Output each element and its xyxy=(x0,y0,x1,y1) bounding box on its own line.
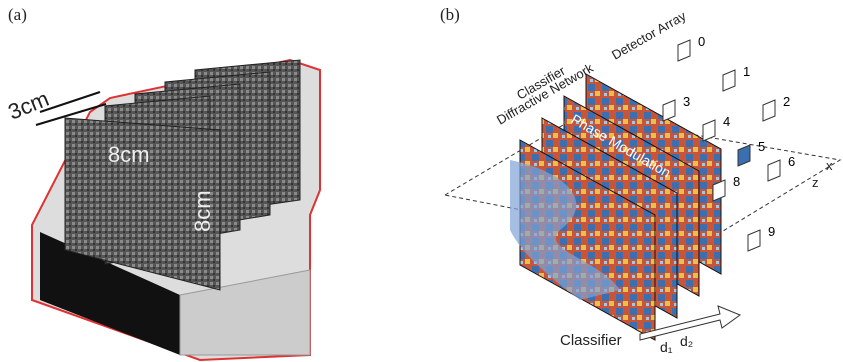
detector-label: 3 xyxy=(683,94,690,109)
detector-label: 1 xyxy=(743,64,750,79)
panel-label: (a) xyxy=(8,5,27,24)
detector xyxy=(738,145,750,166)
detector xyxy=(703,120,715,141)
panel-a: (a) 3cm 8cm 8cm xyxy=(5,5,320,360)
detector xyxy=(678,40,690,61)
detector-label: 5 xyxy=(758,139,765,154)
detector-label: 8 xyxy=(733,174,740,189)
detector-label: 6 xyxy=(788,154,795,169)
detector-array-label: Detector Array xyxy=(609,8,689,63)
panel-label: (b) xyxy=(440,5,460,24)
axis-label: z xyxy=(812,175,819,190)
width-label: 8cm xyxy=(108,142,150,167)
detector xyxy=(723,70,735,91)
figure: (a) 3cm 8cm 8cm (b) Classifier Diffracti… xyxy=(0,0,843,362)
detector xyxy=(748,230,760,251)
detector-label: 0 xyxy=(698,34,705,49)
detector xyxy=(768,160,780,181)
detector-label: 2 xyxy=(783,94,790,109)
detector xyxy=(663,100,675,121)
height-label: 8cm xyxy=(190,190,215,232)
spacing-label: 3cm xyxy=(5,86,53,125)
detector xyxy=(763,100,775,121)
axis-label: x xyxy=(826,158,833,173)
distance-label: d₂ xyxy=(680,333,693,349)
distance-label: d₁ xyxy=(660,339,673,355)
classifier-label: Classifier xyxy=(560,332,622,349)
detector-label: 9 xyxy=(768,224,775,239)
panel-b: (b) Classifier Diffractive Network Phase… xyxy=(440,5,840,355)
detector-label: 4 xyxy=(723,114,730,129)
